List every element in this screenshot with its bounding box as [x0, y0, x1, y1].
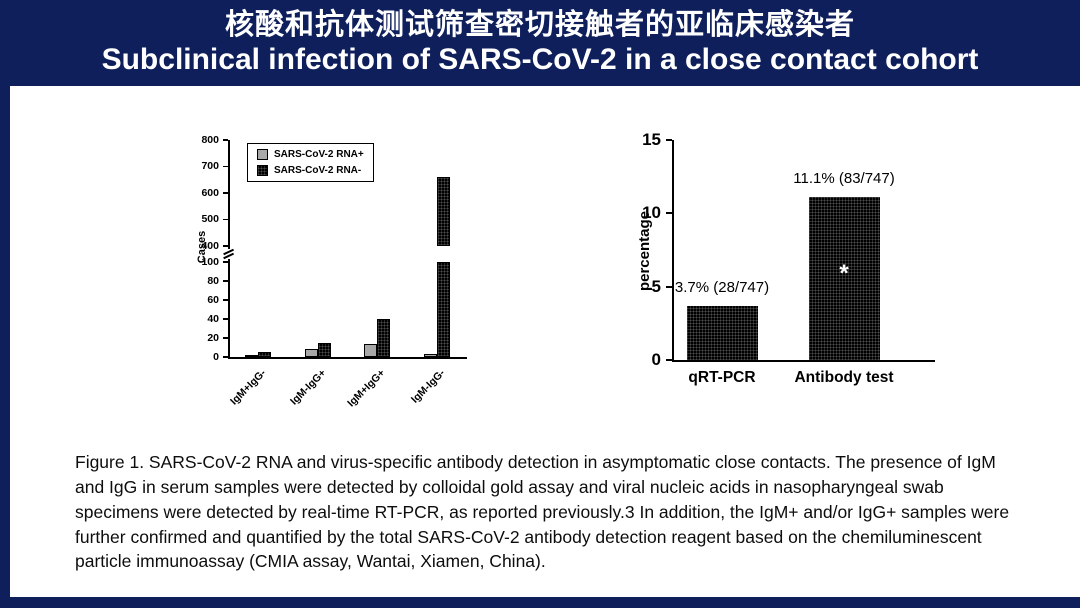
legend-label: SARS-CoV-2 RNA+ [274, 149, 364, 160]
bar-value-label: 11.1% (83/747) [793, 170, 895, 188]
positivity-percentage-chart: 0 5 10 15 percentage 3.7% (28/747) qRT-PCR 11.1… [630, 130, 960, 410]
bar-IgM-IgG+-rna-negative [317, 342, 331, 357]
y-tick-mark [666, 139, 672, 141]
x-category-label: IgM-IgG+ [287, 367, 329, 408]
y-axis-line [228, 259, 230, 358]
y-tick-label: 700 [201, 160, 219, 172]
x-category-label: IgM+IgG+ [345, 367, 388, 410]
y-axis-line [228, 140, 230, 249]
bar-IgM+IgG+-rna-positive [364, 343, 378, 357]
y-tick-mark [223, 356, 228, 358]
y-tick-mark [666, 285, 672, 288]
y-tick-label: 600 [201, 186, 219, 199]
y-tick-mark [223, 280, 228, 282]
y-tick-mark [223, 165, 228, 168]
cases-by-serology-chart: 400 500 600 700 800 0 20 40 60 80 100 Cases SARS-CoV… [185, 130, 485, 440]
bar-IgM+IgG+-rna-negative [377, 319, 391, 357]
y-tick-mark [223, 261, 228, 263]
significance-marker: * [839, 260, 849, 287]
title-banner: 核酸和抗体测试筛查密切接触者的亚临床感染者 Subclinical infect… [0, 0, 1080, 86]
y-tick-label: 5 [651, 276, 661, 296]
x-category-label: Antibody test [794, 369, 894, 386]
bar-antibody-test [808, 197, 880, 360]
y-tick-label: 0 [651, 350, 661, 369]
y-tick-label: 10 [642, 203, 661, 223]
y-tick-label: 400 [201, 239, 219, 252]
y-tick-label: 800 [201, 133, 219, 146]
chart-legend: SARS-CoV-2 RNA+ SARS-CoV-2 RNA- [247, 143, 374, 182]
bar-qrt-pcr [686, 305, 758, 360]
y-tick-mark [223, 192, 228, 194]
y-tick-mark [223, 218, 228, 221]
legend-item: SARS-CoV-2 RNA- [257, 165, 364, 176]
bar-IgM-IgG+-rna-positive [304, 349, 318, 357]
figure-caption: Figure 1. SARS-CoV-2 RNA and virus-speci… [75, 452, 1010, 572]
bar-IgM+IgG--rna-positive [244, 355, 258, 357]
x-category-label: IgM+IgG- [227, 367, 269, 408]
y-tick-label: 15 [642, 130, 661, 149]
y-axis-title: Cases [196, 230, 208, 264]
y-tick-label: 100 [201, 255, 219, 268]
legend-item: SARS-CoV-2 RNA+ [257, 149, 364, 160]
left-edge-accent-bar [0, 86, 10, 608]
y-axis-line [672, 140, 674, 362]
bar-IgM-IgG--rna-negative-lower-segment [437, 262, 451, 357]
y-tick-mark [666, 212, 672, 215]
y-tick-mark [223, 318, 228, 320]
bar-IgM-IgG--rna-positive [424, 354, 438, 357]
x-axis-line [672, 360, 935, 362]
y-tick-mark [223, 139, 228, 141]
bottom-edge-accent-bar [0, 597, 1080, 608]
legend-swatch-rna-negative [257, 165, 268, 176]
y-tick-label: 60 [207, 293, 219, 306]
x-category-label: qRT-PCR [688, 369, 756, 386]
bar-IgM+IgG--rna-negative [257, 352, 271, 357]
y-tick-mark [223, 299, 228, 301]
y-tick-label: 20 [207, 331, 219, 344]
slide-title-english: Subclinical infection of SARS-CoV-2 in a… [101, 43, 979, 77]
y-tick-label: 500 [201, 213, 219, 225]
bar-value-label: 3.7% (28/747) [674, 278, 770, 296]
x-axis-line [228, 357, 467, 359]
bar-IgM-IgG--rna-negative-upper-segment [437, 177, 451, 246]
y-tick-label: 0 [213, 350, 219, 363]
slide-title-chinese: 核酸和抗体测试筛查密切接触者的亚临床感染者 [224, 9, 855, 42]
y-tick-label: 40 [207, 312, 219, 325]
y-tick-mark [223, 337, 228, 339]
y-tick-label: 80 [207, 274, 219, 287]
legend-label: SARS-CoV-2 RNA- [274, 165, 362, 176]
y-tick-mark [666, 359, 672, 361]
legend-swatch-rna-positive [257, 149, 268, 160]
y-tick-mark [223, 245, 228, 247]
x-category-label: IgM-IgG- [409, 367, 448, 406]
